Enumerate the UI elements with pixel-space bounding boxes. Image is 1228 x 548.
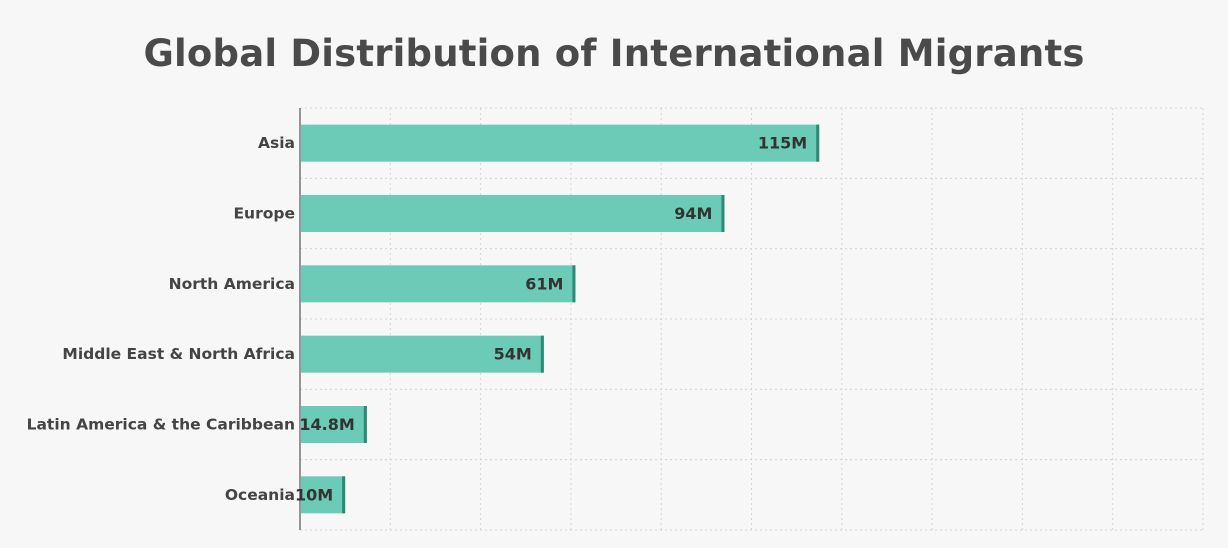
data-label: 94M xyxy=(674,204,712,223)
data-label: 115M xyxy=(758,134,807,153)
bar-edge xyxy=(816,124,820,162)
chart-title: Global Distribution of International Mig… xyxy=(143,32,1085,75)
bar-edge xyxy=(540,335,544,373)
category-label: Asia xyxy=(258,134,295,152)
category-label: Europe xyxy=(233,205,295,223)
bar xyxy=(301,265,576,303)
bar xyxy=(301,335,544,373)
bar xyxy=(301,476,346,514)
data-label: 54M xyxy=(494,345,532,364)
bars-layer xyxy=(301,124,820,514)
bar-edge xyxy=(363,406,367,443)
data-label: 61M xyxy=(525,274,563,293)
labels-layer: Asia 115M Europe 94M North America 61M Middle … xyxy=(27,134,808,505)
bar-edge xyxy=(721,195,725,232)
bar xyxy=(301,406,367,443)
category-label: Latin America & the Caribbean xyxy=(27,416,295,434)
category-label: Middle East & North Africa xyxy=(62,345,295,363)
bar-edge xyxy=(342,476,346,514)
category-label: Oceania xyxy=(225,486,295,504)
bar-edge xyxy=(572,265,576,303)
grid-layer xyxy=(299,107,1204,531)
category-label: North America xyxy=(169,275,295,293)
data-label: 10M xyxy=(295,485,333,504)
data-label: 14.8M xyxy=(299,415,354,434)
bar xyxy=(301,195,725,232)
bar xyxy=(301,124,820,162)
